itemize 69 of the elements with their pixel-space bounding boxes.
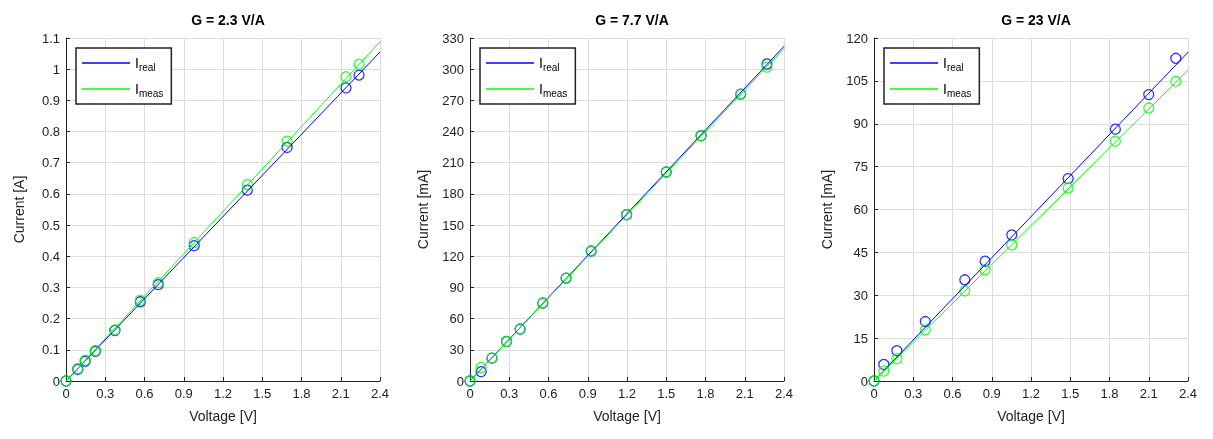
x-tick-label: 0.9 <box>174 386 193 401</box>
y-axis-title: Current [mA] <box>819 169 835 250</box>
x-tick-label: 1.2 <box>213 386 233 401</box>
x-tick-label: 1.8 <box>696 386 715 401</box>
x-tick-label: 1.2 <box>617 386 637 401</box>
x-tick-label: 0.3 <box>96 386 115 401</box>
y-tick-label: 0.2 <box>41 311 60 327</box>
y-tick-label: 90 <box>449 279 464 295</box>
y-tick-label: 60 <box>449 311 464 327</box>
y-tick-label: 0.7 <box>41 155 60 171</box>
chart-title: G = 2.3 V/A <box>191 12 265 28</box>
x-tick-label: 2.4 <box>370 386 390 401</box>
x-tick-label: 0 <box>870 386 878 401</box>
y-tick-label: 0.9 <box>41 92 60 108</box>
y-axis-title: Current [mA] <box>415 169 431 250</box>
x-axis-title: Voltage [V] <box>593 408 661 424</box>
x-tick-label: 2.1 <box>331 386 350 401</box>
y-tick-label: 15 <box>853 330 868 346</box>
chart-title: G = 23 V/A <box>1001 12 1071 28</box>
y-tick-label: 240 <box>442 124 464 140</box>
chart-title: G = 7.7 V/A <box>595 12 669 28</box>
y-axis-title: Current [A] <box>11 175 27 244</box>
x-tick-label: 1.5 <box>1061 386 1080 401</box>
y-tick-label: 0 <box>52 373 60 389</box>
y-tick-label: 180 <box>442 186 464 202</box>
y-tick-label: 0 <box>456 373 464 389</box>
x-tick-label: 0.9 <box>982 386 1001 401</box>
x-tick-label: 0.6 <box>135 386 154 401</box>
y-tick-label: 75 <box>853 159 868 175</box>
y-tick-label: 60 <box>853 202 868 217</box>
y-tick-label: 1.1 <box>41 30 60 46</box>
y-tick-label: 0.1 <box>41 342 60 358</box>
y-tick-label: 150 <box>442 217 464 233</box>
y-tick-label: 90 <box>853 116 868 132</box>
y-tick-label: 0 <box>860 373 868 389</box>
x-tick-label: 0.3 <box>904 386 923 401</box>
y-tick-label: 0.4 <box>41 248 60 264</box>
y-tick-label: 120 <box>846 30 868 46</box>
x-tick-label: 0.6 <box>943 386 962 401</box>
x-axis-title: Voltage [V] <box>189 408 257 424</box>
y-tick-label: 0.3 <box>41 279 60 295</box>
y-tick-label: 330 <box>442 30 464 46</box>
x-axis-title: Voltage [V] <box>997 408 1065 424</box>
x-tick-label: 2.1 <box>735 386 754 401</box>
x-tick-label: 1.8 <box>1100 386 1119 401</box>
y-tick-label: 30 <box>449 342 464 358</box>
x-tick-label: 0 <box>466 386 474 401</box>
y-tick-label: 210 <box>442 155 464 171</box>
x-tick-label: 0 <box>62 386 70 401</box>
y-tick-label: 0.8 <box>41 124 60 140</box>
y-tick-label: 45 <box>853 244 868 260</box>
x-tick-label: 1.2 <box>1021 386 1041 401</box>
x-tick-label: 0.9 <box>578 386 597 401</box>
y-tick-label: 1 <box>52 61 60 77</box>
y-tick-label: 105 <box>846 73 868 89</box>
x-tick-label: 2.1 <box>1139 386 1158 401</box>
y-tick-label: 300 <box>442 61 464 77</box>
y-tick-label: 0.5 <box>41 217 60 233</box>
y-tick-label: 120 <box>442 248 464 264</box>
y-tick-label: 0.6 <box>41 186 60 202</box>
x-tick-label: 1.8 <box>292 386 311 401</box>
x-tick-label: 1.5 <box>657 386 676 401</box>
x-tick-label: 2.4 <box>774 386 794 401</box>
y-tick-label: 270 <box>442 92 464 108</box>
x-tick-label: 2.4 <box>1178 386 1198 401</box>
x-tick-label: 0.6 <box>539 386 558 401</box>
x-tick-label: 0.3 <box>500 386 519 401</box>
x-tick-label: 1.5 <box>253 386 272 401</box>
y-tick-label: 30 <box>853 287 868 303</box>
